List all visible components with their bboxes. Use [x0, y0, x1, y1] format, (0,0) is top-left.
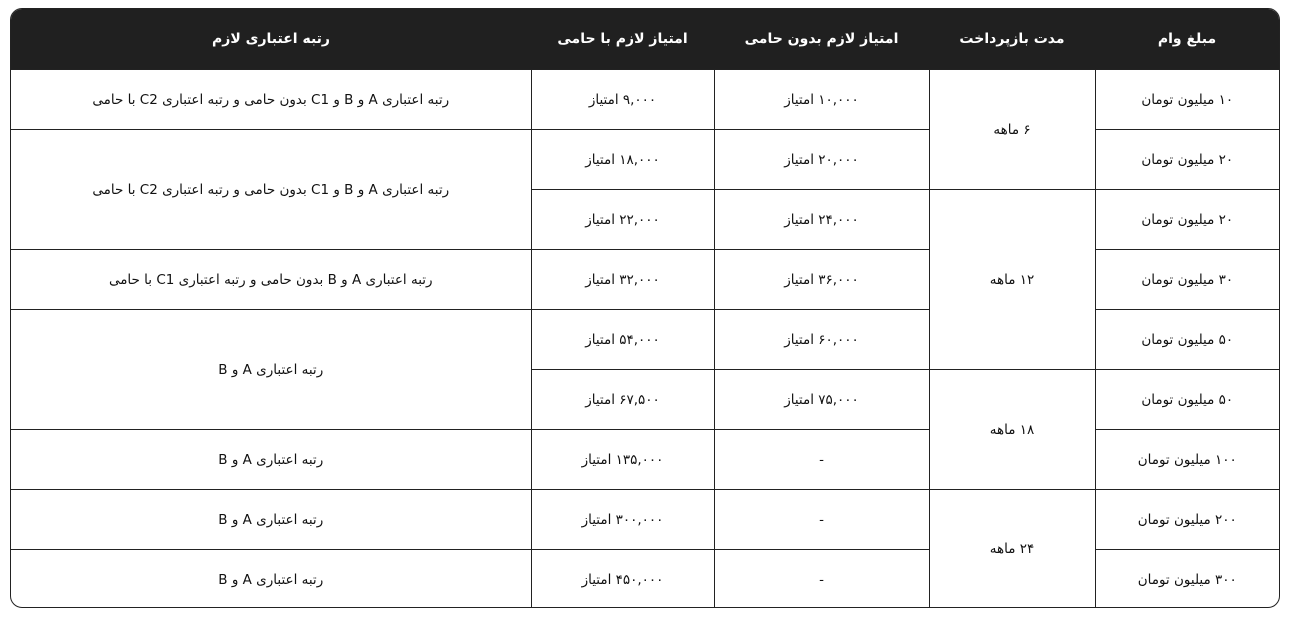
loan-amount: ۵۰ میلیون تومان [1094, 309, 1279, 370]
loan-amount: ۱۰۰ میلیون تومان [1094, 429, 1279, 490]
table-header-row: مبلغ وام مدت بازپرداخت امتیاز لازم بدون … [11, 9, 1279, 70]
points-without-guarantor: - [713, 489, 930, 550]
points-with-guarantor: ۱۳۵,۰۰۰ امتیاز [530, 429, 715, 490]
points-without-guarantor: ۶۰,۰۰۰ امتیاز [713, 309, 930, 370]
header-points-with-guarantor: امتیاز لازم با حامی [531, 9, 714, 70]
duration: ۱۸ ماهه [928, 369, 1096, 490]
table-row: ۵۰ میلیون تومان ۶۰,۰۰۰ امتیاز ۵۴,۰۰۰ امت… [11, 309, 1279, 430]
loan-table-container: مبلغ وام مدت بازپرداخت امتیاز لازم بدون … [10, 8, 1280, 608]
table-row: ۲۰ میلیون تومان ۱۲ ماهه ۲۴,۰۰۰ امتیاز ۲۲… [11, 189, 1279, 370]
points-with-guarantor: ۱۸,۰۰۰ امتیاز [530, 129, 715, 190]
table-row: ۲۰۰ میلیون تومان ۲۴ ماهه - ۳۰۰,۰۰۰ امتیا… [11, 489, 1279, 607]
points-with-guarantor: ۴۵۰,۰۰۰ امتیاز [530, 549, 715, 607]
loan-amount: ۳۰ میلیون تومان [1094, 249, 1279, 310]
credit-rating: رتبه اعتباری A و B و C1 بدون حامی و رتبه… [11, 129, 532, 250]
table-row: ۳۰۰ میلیون تومان - ۴۵۰,۰۰۰ امتیاز رتبه ا… [11, 549, 1279, 607]
points-without-guarantor: ۳۶,۰۰۰ امتیاز [713, 249, 930, 310]
points-with-guarantor: ۳۰۰,۰۰۰ امتیاز [530, 489, 715, 550]
credit-rating: رتبه اعتباری A و B [11, 489, 532, 550]
credit-rating: رتبه اعتباری A و B [11, 309, 532, 430]
loan-amount: ۳۰۰ میلیون تومان [1094, 549, 1279, 607]
header-loan-amount: مبلغ وام [1095, 9, 1279, 70]
loan-amount: ۲۰ میلیون تومان [1094, 129, 1279, 190]
header-points-without-guarantor: امتیاز لازم بدون حامی [714, 9, 929, 70]
points-without-guarantor: ۷۵,۰۰۰ امتیاز [713, 369, 930, 430]
table-row: ۲۰ میلیون تومان ۲۰,۰۰۰ امتیاز ۱۸,۰۰۰ امت… [11, 129, 1279, 250]
duration: ۲۴ ماهه [928, 489, 1096, 607]
duration: ۱۲ ماهه [928, 189, 1096, 370]
points-without-guarantor: ۱۰,۰۰۰ امتیاز [713, 69, 930, 130]
points-without-guarantor: - [713, 549, 930, 607]
loan-amount: ۵۰ میلیون تومان [1094, 369, 1279, 430]
header-credit-rating: رتبه اعتباری لازم [11, 9, 531, 70]
credit-rating: رتبه اعتباری A و B بدون حامی و رتبه اعتب… [11, 249, 532, 310]
loan-amount: ۲۰۰ میلیون تومان [1094, 489, 1279, 550]
points-with-guarantor: ۲۲,۰۰۰ امتیاز [531, 189, 715, 250]
table-row: ۱۰ میلیون تومان ۶ ماهه ۱۰,۰۰۰ امتیاز ۹,۰… [11, 69, 1279, 190]
points-with-guarantor: ۹,۰۰۰ امتیاز [530, 69, 715, 130]
points-without-guarantor: - [713, 429, 930, 490]
loan-amount: ۲۰ میلیون تومان [1094, 189, 1279, 250]
points-with-guarantor: ۳۲,۰۰۰ امتیاز [530, 249, 715, 310]
duration: ۶ ماهه [928, 69, 1096, 190]
points-without-guarantor: ۲۴,۰۰۰ امتیاز [713, 189, 930, 250]
header-duration: مدت بازپرداخت [929, 9, 1095, 70]
points-without-guarantor: ۲۰,۰۰۰ امتیاز [713, 129, 930, 190]
table-row: ۵۰ میلیون تومان ۱۸ ماهه ۷۵,۰۰۰ امتیاز ۶۷… [11, 369, 1279, 490]
credit-rating: رتبه اعتباری A و B [11, 429, 532, 490]
points-with-guarantor: ۵۴,۰۰۰ امتیاز [530, 309, 715, 370]
loan-requirements-table: مبلغ وام مدت بازپرداخت امتیاز لازم بدون … [11, 9, 1279, 607]
points-with-guarantor: ۶۷,۵۰۰ امتیاز [531, 369, 715, 430]
table-row: ۳۰ میلیون تومان ۳۶,۰۰۰ امتیاز ۳۲,۰۰۰ امت… [11, 249, 1279, 310]
loan-amount: ۱۰ میلیون تومان [1094, 69, 1279, 130]
table-row: ۱۰۰ میلیون تومان - ۱۳۵,۰۰۰ امتیاز رتبه ا… [11, 429, 1279, 490]
credit-rating: رتبه اعتباری A و B [11, 549, 532, 607]
credit-rating: رتبه اعتباری A و B و C1 بدون حامی و رتبه… [11, 69, 532, 130]
